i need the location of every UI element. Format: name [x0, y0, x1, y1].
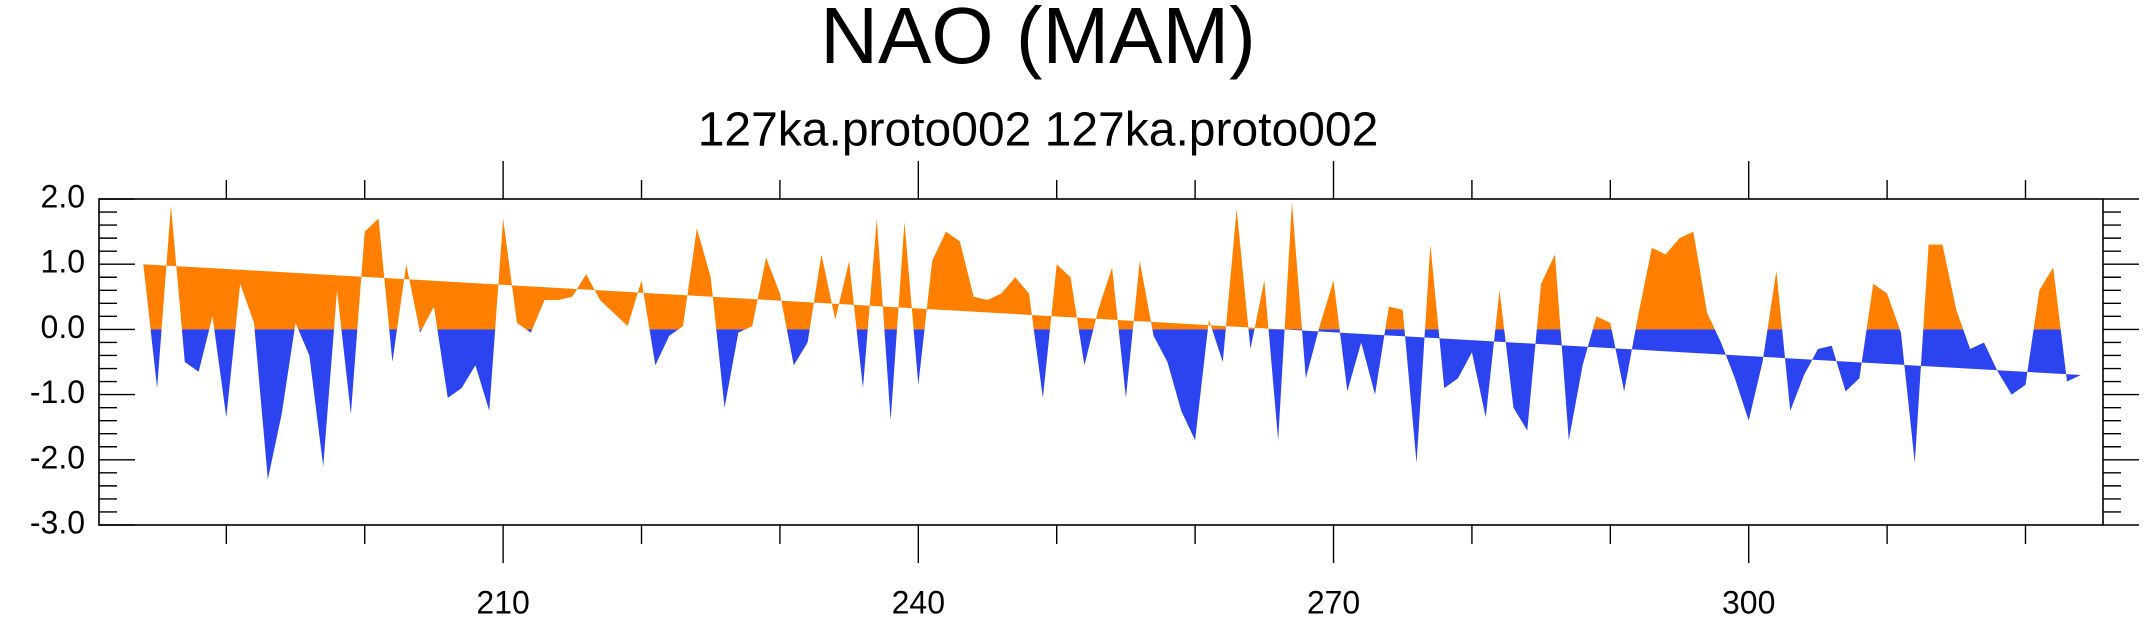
y-tick-label: 2.0: [41, 178, 85, 214]
chart-subtitle: 127ka.proto002 127ka.proto002: [698, 104, 1379, 157]
positive-area: [143, 202, 2061, 330]
y-tick-label: -3.0: [30, 504, 85, 540]
x-tick-label: 210: [476, 584, 529, 620]
x-tick-label: 270: [1307, 584, 1360, 620]
plot-frame: [98, 198, 2104, 526]
x-tick-label: 300: [1722, 584, 1775, 620]
negative-area: [150, 329, 2081, 480]
x-tick-label: 240: [892, 584, 945, 620]
y-tick-label: -1.0: [30, 374, 85, 410]
y-tick-label: 0.0: [41, 309, 85, 345]
chart-title: NAO (MAM): [820, 0, 1256, 80]
y-tick-label: 1.0: [41, 244, 85, 280]
y-tick-label: -2.0: [30, 439, 85, 475]
